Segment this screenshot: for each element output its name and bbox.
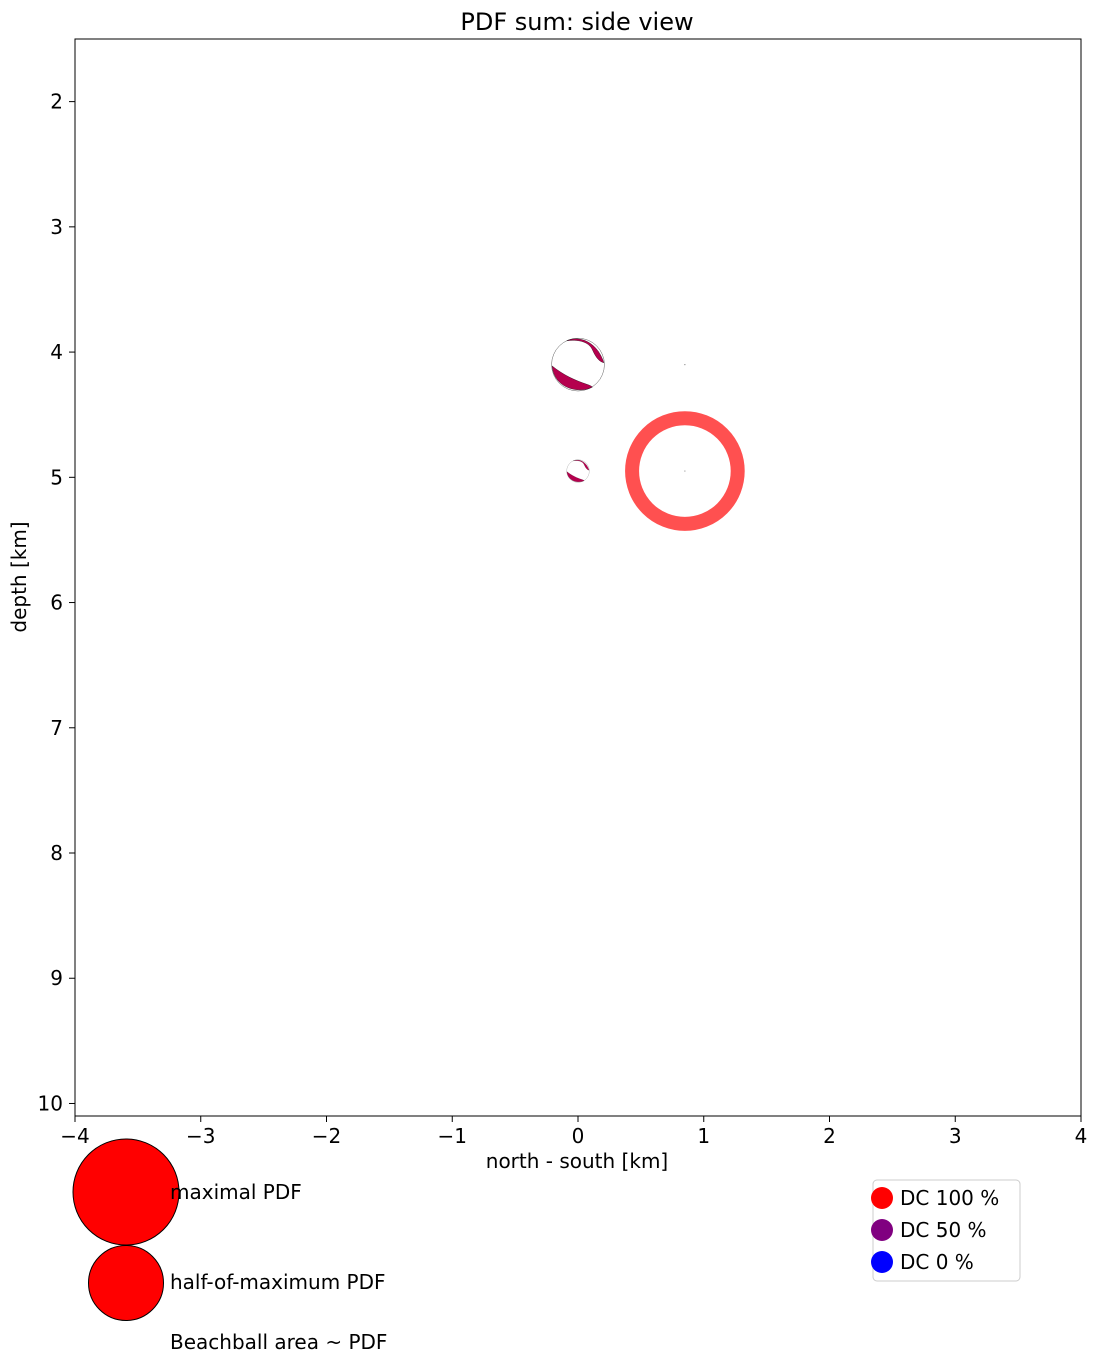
reference-point <box>684 470 686 472</box>
x-tick-label: 1 <box>697 1124 710 1148</box>
x-tick-label: 0 <box>572 1124 585 1148</box>
dc-legend-label: DC 0 % <box>900 1250 974 1274</box>
axes: −4 −3 −2 −1 0 1 2 3 4 2 3 4 5 6 7 8 9 10 <box>38 38 1088 1148</box>
reference-ring <box>625 411 745 531</box>
size-legend-marker <box>72 1138 180 1246</box>
size-legend-label: half-of-maximum PDF <box>170 1270 386 1294</box>
y-tick-label: 6 <box>50 591 63 615</box>
x-tick-label: 2 <box>823 1124 836 1148</box>
dc-legend-marker <box>871 1251 893 1273</box>
beachball-lobe <box>573 459 590 471</box>
beachball-outline <box>566 459 590 483</box>
y-tick-label: 5 <box>50 465 63 489</box>
dc-legend-label: DC 100 % <box>900 1186 999 1210</box>
x-tick-label: −4 <box>60 1124 89 1148</box>
beachball-lobe <box>566 338 605 363</box>
x-tick-label: −1 <box>438 1124 467 1148</box>
size-legend-label: maximal PDF <box>170 1180 302 1204</box>
beachball-outline <box>551 338 605 392</box>
x-axis-label: north - south [km] <box>486 1149 668 1173</box>
size-legend-caption: Beachball area ~ PDF <box>170 1330 387 1354</box>
beachball-lobe <box>566 471 585 482</box>
x-tick-label: −2 <box>312 1124 341 1148</box>
dc-legend-marker <box>871 1219 893 1241</box>
x-tick-label: 3 <box>949 1124 962 1148</box>
dc-legend-label: DC 50 % <box>900 1218 987 1242</box>
beachball-lobe <box>551 365 593 390</box>
size-legend-marker <box>88 1245 164 1321</box>
plot-area <box>551 338 745 531</box>
y-tick-label: 10 <box>38 1091 63 1115</box>
y-tick-label: 3 <box>50 215 63 239</box>
chart-title: PDF sum: side view <box>460 8 693 36</box>
y-tick-label: 8 <box>50 841 63 865</box>
y-tick-label: 2 <box>50 90 63 114</box>
x-tick-label: 4 <box>1075 1124 1088 1148</box>
y-axis-label: depth [km] <box>7 521 31 632</box>
dc-legend-marker <box>871 1187 893 1209</box>
beachball <box>551 338 605 392</box>
size-legend: maximal PDF half-of-maximum PDF Beachball … <box>72 1138 387 1354</box>
y-tick-label: 9 <box>50 966 63 990</box>
reference-point <box>684 364 686 366</box>
y-tick-label: 4 <box>50 340 63 364</box>
dc-legend: DC 100 % DC 50 % DC 0 % <box>871 1179 1021 1282</box>
y-tick-label: 7 <box>50 716 63 740</box>
x-tick-label: −3 <box>186 1124 215 1148</box>
beachball <box>566 459 590 483</box>
